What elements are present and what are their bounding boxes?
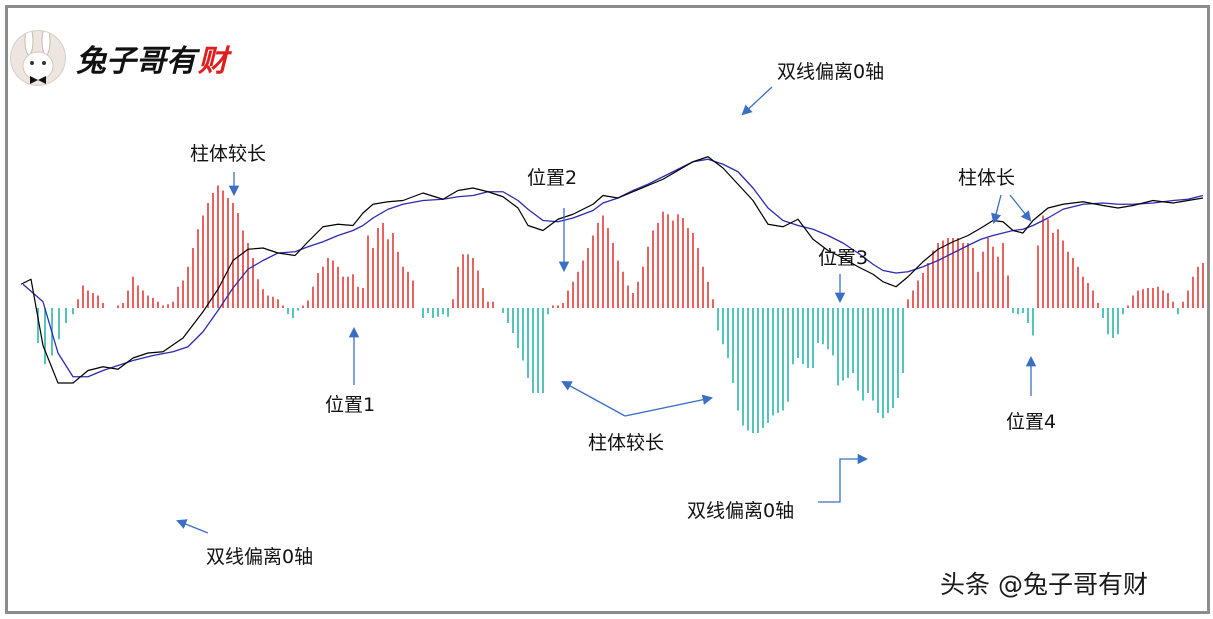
arrow-mid-bars-a xyxy=(561,380,626,417)
watermark-text: 头条 @兔子哥有财 xyxy=(940,570,1148,599)
logo-text-accent: 财 xyxy=(197,44,233,79)
rabbit-avatar-icon xyxy=(11,31,65,85)
annotation-deviation-bottom-right: 双线偏离0轴 xyxy=(687,500,794,522)
arrow-deviation-top xyxy=(741,86,773,116)
annotation-deviation-bottom-left: 双线偏离0轴 xyxy=(206,546,313,568)
arrow-deviation-bottom-left xyxy=(176,519,209,534)
macd-chart: 兔子哥有 财 柱体较长 位置2 双线偏离0轴 柱体长 位置3 位置1 柱体较长 … xyxy=(10,30,1204,599)
annotation-left-bars: 柱体较长 xyxy=(190,143,266,165)
chart-frame: 兔子哥有 财 柱体较长 位置2 双线偏离0轴 柱体长 位置3 位置1 柱体较长 … xyxy=(5,5,1210,614)
arrow-right-bars-a xyxy=(991,194,1002,225)
annotation-position-1: 位置1 xyxy=(325,394,375,416)
annotation-position-3: 位置3 xyxy=(818,247,868,269)
annotation-mid-bars: 柱体较长 xyxy=(588,432,664,454)
arrow-right-bars-b xyxy=(1009,194,1032,222)
logo-text: 兔子哥有 xyxy=(76,44,201,79)
annotation-deviation-top: 双线偏离0轴 xyxy=(777,61,884,83)
annotation-right-bars: 柱体长 xyxy=(958,167,1015,189)
annotation-position-2: 位置2 xyxy=(527,167,577,189)
brand-logo: 兔子哥有 财 xyxy=(10,30,233,86)
histogram-bars xyxy=(37,185,1204,433)
arrow-deviation-bottom-right xyxy=(818,453,869,503)
annotation-arrows xyxy=(176,86,1037,534)
arrow-mid-bars-b xyxy=(624,394,714,417)
annotation-position-4: 位置4 xyxy=(1006,411,1056,433)
